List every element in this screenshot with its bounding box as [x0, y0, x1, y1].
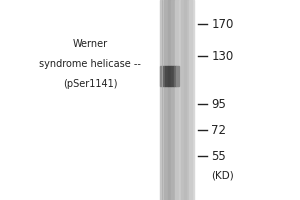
- Bar: [168, 66, 171, 86]
- Text: (pSer1141): (pSer1141): [63, 79, 117, 89]
- Bar: [164, 0, 168, 200]
- Bar: [179, 0, 181, 200]
- Bar: [171, 0, 175, 200]
- Text: 55: 55: [212, 150, 226, 162]
- Text: 72: 72: [212, 123, 226, 136]
- Text: 95: 95: [212, 98, 226, 110]
- Bar: [171, 66, 174, 86]
- Text: Werner: Werner: [72, 39, 108, 49]
- Bar: [160, 66, 163, 86]
- Bar: [182, 0, 184, 200]
- Bar: [163, 66, 165, 86]
- Text: 170: 170: [212, 18, 234, 30]
- Bar: [189, 0, 192, 200]
- Bar: [184, 0, 187, 200]
- Bar: [176, 66, 179, 86]
- Bar: [165, 66, 168, 86]
- Bar: [175, 0, 179, 200]
- Text: (KD): (KD): [212, 171, 234, 181]
- Bar: [187, 0, 189, 200]
- Bar: [174, 66, 176, 86]
- Bar: [164, 0, 194, 200]
- Text: 130: 130: [212, 49, 234, 62]
- Text: syndrome helicase --: syndrome helicase --: [39, 59, 141, 69]
- Bar: [160, 0, 164, 200]
- Bar: [168, 0, 171, 200]
